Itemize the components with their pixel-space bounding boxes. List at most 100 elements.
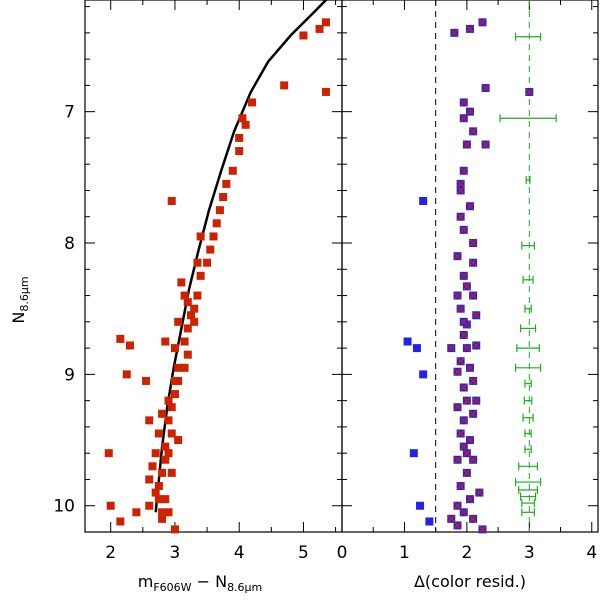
star-point <box>167 429 176 438</box>
star-point <box>299 31 308 40</box>
residual-point-cross <box>460 98 468 106</box>
star-point <box>280 81 289 90</box>
star-point <box>145 501 154 510</box>
left-plot-frame <box>84 0 343 533</box>
star-point <box>180 337 189 346</box>
star-point <box>122 370 131 379</box>
star-point <box>174 317 183 326</box>
star-point <box>167 403 176 412</box>
star-point <box>180 363 189 372</box>
star-point <box>228 166 237 175</box>
left-x-axis-title-sub2: 8.6μm <box>227 581 262 594</box>
residual-point-cross <box>454 456 461 464</box>
residual-point-cross <box>457 187 465 194</box>
star-point <box>215 206 224 215</box>
residual-point-cross <box>469 127 477 135</box>
residual-point-cross <box>460 508 468 516</box>
residual-point-cross <box>469 239 477 247</box>
star-point <box>164 508 173 517</box>
residual-point-cross <box>525 88 533 96</box>
residual-point-cross <box>463 141 471 148</box>
star-point <box>158 468 167 477</box>
residual-point <box>425 517 434 526</box>
residual-point-cross <box>463 449 471 457</box>
residual-point-cross <box>466 108 474 116</box>
star-point <box>164 416 173 425</box>
y-tick-label: 10 <box>53 497 75 517</box>
residual-point <box>416 501 425 510</box>
residual-point-cross <box>466 25 474 33</box>
star-point <box>158 409 167 418</box>
residual-point-cross <box>460 114 468 122</box>
star-point <box>206 245 215 254</box>
star-point <box>241 120 250 129</box>
star-point <box>164 449 173 458</box>
residual-point-cross <box>454 521 461 529</box>
star-point <box>177 278 186 287</box>
residual-point-cross <box>469 515 477 523</box>
star-point <box>196 232 205 241</box>
star-point <box>154 429 163 438</box>
residual-point-cross <box>472 342 480 349</box>
star-point <box>187 311 196 320</box>
residual-point-cross <box>454 502 461 510</box>
right-x-axis-title: Δ(color resid.) <box>414 572 526 591</box>
residual-point-cross <box>460 167 468 175</box>
star-point <box>321 87 330 96</box>
star-point <box>209 232 218 241</box>
star-point <box>151 488 160 497</box>
left-x-tick-label: 4 <box>234 543 245 563</box>
left-panel: 2 3 4 5 7 8 9 10 <box>53 0 343 563</box>
star-point <box>315 24 324 33</box>
residual-point-cross <box>457 180 465 188</box>
residual-point-cross <box>460 443 468 451</box>
left-x-tick-label: 5 <box>298 543 309 563</box>
residual-point-cross <box>460 331 468 339</box>
right-plot-frame <box>341 0 599 533</box>
residual-point-cross <box>460 226 468 234</box>
right-x-tick-label: 1 <box>399 543 410 563</box>
star-point <box>161 337 170 346</box>
left-x-tick-label: 3 <box>170 543 181 563</box>
residual-point-cross <box>457 357 465 365</box>
y-axis-title: N8.6μm <box>9 276 31 323</box>
residual-point-cross <box>469 259 477 267</box>
star-point <box>170 525 179 534</box>
star-point <box>248 98 257 107</box>
right-x-tick-label: 0 <box>337 543 348 563</box>
residual-point-cross <box>466 495 474 503</box>
star-point <box>142 376 151 385</box>
star-point <box>183 298 192 307</box>
residual-point-cross <box>479 18 486 26</box>
star-point <box>193 258 202 267</box>
star-point <box>174 436 183 445</box>
residual-point-cross <box>469 292 477 300</box>
star-point <box>154 495 163 504</box>
star-point <box>161 495 170 504</box>
residual-point-cross <box>475 489 483 497</box>
star-point <box>145 416 154 425</box>
y-tick-label: 7 <box>64 103 75 123</box>
star-point <box>151 449 160 458</box>
star-point <box>167 196 176 205</box>
residual-point-cross <box>463 397 471 405</box>
residual-point-cross <box>466 202 474 210</box>
left-x-axis-title-main: m <box>138 572 154 591</box>
right-x-tick-label: 2 <box>461 543 472 563</box>
residual-point-cross <box>469 456 477 464</box>
fiducial-fit-curve <box>154 0 328 513</box>
y-axis-title-main: N <box>9 312 28 324</box>
right-panel: 0 1 2 3 4 <box>337 0 599 563</box>
residual-point-cross <box>463 282 471 290</box>
star-point <box>167 468 176 477</box>
residual-point-cross <box>460 416 468 424</box>
star-point <box>125 341 134 350</box>
residual-point-cross <box>482 141 490 148</box>
star-point <box>116 334 125 343</box>
right-x-tick-label: 4 <box>586 543 597 563</box>
star-point <box>190 304 199 313</box>
star-point <box>170 344 179 353</box>
residual-point-cross <box>466 436 474 444</box>
star-point <box>161 455 170 464</box>
residual-point-cross <box>454 252 461 260</box>
